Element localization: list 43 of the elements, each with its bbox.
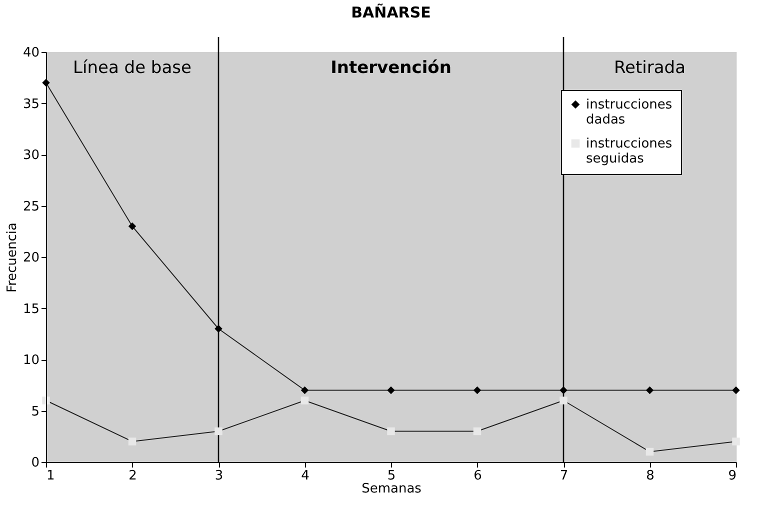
legend-label: instrucciones dadas [586, 98, 672, 128]
y-tick-label: 10 [22, 353, 40, 368]
point [387, 427, 395, 436]
point [128, 438, 136, 446]
x-tick-label: 4 [301, 468, 310, 484]
point [387, 386, 395, 394]
y-tick-label: 40 [22, 46, 40, 60]
y-tick-label: 0 [31, 456, 40, 470]
point [42, 396, 50, 404]
x-tick-label: 1 [46, 468, 55, 484]
point [560, 396, 568, 404]
x-tick-label: 5 [387, 468, 396, 484]
x-tick-label: 3 [214, 468, 224, 484]
x-tick-label: 2 [128, 468, 137, 484]
band-label: Retirada [614, 58, 686, 78]
y-tick-label: 30 [22, 148, 40, 163]
x-tick-label: 6 [474, 468, 482, 484]
x-tick-label: 7 [560, 468, 568, 484]
x-axis-title: Semanas [362, 482, 422, 496]
band-label: Intervención [330, 58, 452, 78]
x-tick-label: 8 [646, 468, 654, 484]
point [128, 222, 136, 230]
point [646, 386, 654, 394]
point [646, 448, 654, 456]
point [214, 427, 222, 436]
point [732, 386, 740, 394]
point [214, 324, 222, 333]
y-tick-label: 15 [22, 302, 40, 317]
y-tick-label: 20 [22, 250, 40, 266]
chart-title: BAÑARSE [351, 3, 431, 22]
point [560, 386, 568, 394]
legend-label: instrucciones seguidas [586, 136, 672, 166]
y-tick-label: 5 [31, 404, 40, 420]
y-tick-label: 25 [22, 199, 40, 214]
point [300, 396, 309, 404]
point [473, 427, 482, 436]
point [473, 386, 482, 394]
y-tick-label: 35 [22, 96, 40, 112]
point [300, 386, 309, 394]
point [732, 438, 740, 446]
x-tick-label: 9 [728, 468, 736, 484]
y-axis-title: Frecuencia [4, 222, 20, 292]
band-label: Línea de base [73, 58, 192, 78]
